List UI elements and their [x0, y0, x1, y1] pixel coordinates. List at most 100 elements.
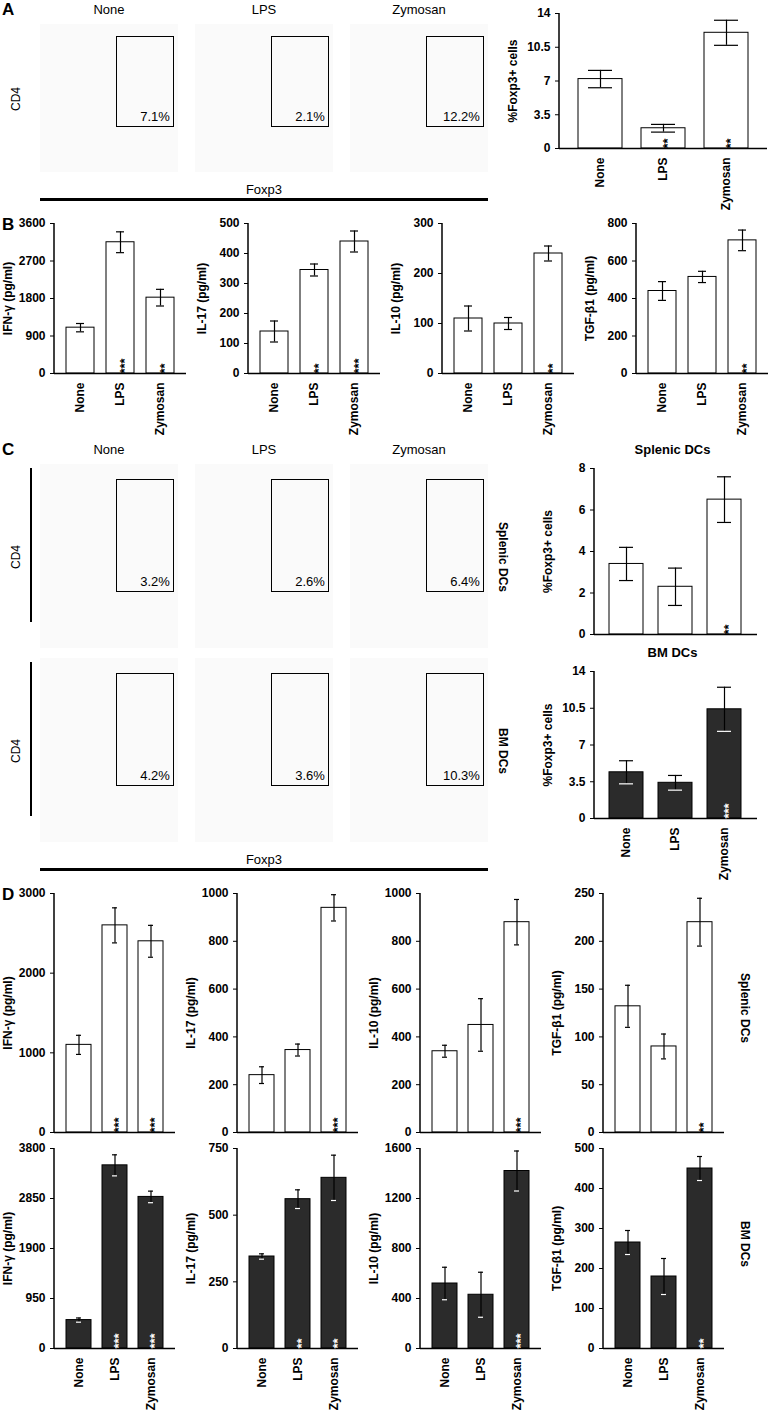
svg-text:IL-10 (pg/ml): IL-10 (pg/ml)	[367, 977, 381, 1048]
svg-text:**: **	[330, 1337, 345, 1348]
svg-text:7: 7	[579, 738, 586, 752]
svg-text:0: 0	[621, 366, 628, 380]
svg-text:***: ***	[513, 1332, 528, 1348]
svg-text:100: 100	[574, 1030, 594, 1044]
svg-text:Zymosan: Zymosan	[347, 383, 361, 436]
svg-text:**: **	[311, 362, 326, 373]
svg-text:2000: 2000	[19, 966, 46, 980]
svg-text:900: 900	[25, 329, 45, 343]
svg-text:400: 400	[391, 1030, 411, 1044]
svg-text:600: 600	[607, 254, 627, 268]
svg-text:200: 200	[208, 1078, 228, 1092]
svg-text:LPS: LPS	[668, 828, 682, 851]
svg-text:400: 400	[219, 246, 239, 260]
svg-text:IL-10 (pg/ml): IL-10 (pg/ml)	[389, 263, 403, 334]
svg-text:300: 300	[413, 216, 433, 230]
svg-text:100: 100	[413, 316, 433, 330]
svg-text:2850: 2850	[19, 1191, 46, 1205]
svg-text:Zymosan: Zymosan	[541, 383, 555, 436]
svg-text:150: 150	[574, 982, 594, 996]
svg-text:**: **	[721, 623, 736, 634]
svg-text:200: 200	[391, 1078, 411, 1092]
svg-text:400: 400	[208, 1030, 228, 1044]
svg-text:0: 0	[222, 1341, 229, 1355]
svg-text:**: **	[545, 362, 560, 373]
svg-text:0: 0	[39, 1125, 46, 1139]
svg-text:0: 0	[588, 1125, 595, 1139]
svg-text:***: ***	[147, 1332, 162, 1348]
svg-text:750: 750	[208, 1141, 228, 1155]
svg-text:IL-17 (pg/ml): IL-17 (pg/ml)	[184, 977, 198, 1048]
svg-text:1000: 1000	[202, 886, 229, 900]
svg-text:Zymosan: Zymosan	[510, 1358, 524, 1411]
svg-text:0: 0	[427, 366, 434, 380]
svg-text:Zymosan: Zymosan	[327, 1358, 341, 1411]
svg-text:0: 0	[405, 1125, 412, 1139]
svg-text:IL-10 (pg/ml): IL-10 (pg/ml)	[367, 1213, 381, 1284]
svg-text:LPS: LPS	[501, 383, 515, 406]
svg-text:0: 0	[39, 366, 46, 380]
svg-text:2700: 2700	[19, 254, 46, 268]
svg-text:300: 300	[219, 276, 239, 290]
svg-text:LPS: LPS	[307, 383, 321, 406]
svg-text:***: ***	[111, 1116, 126, 1132]
svg-text:800: 800	[391, 934, 411, 948]
svg-text:None: None	[619, 827, 633, 857]
svg-text:%Foxp3+ cells: %Foxp3+ cells	[506, 39, 520, 122]
svg-text:LPS: LPS	[474, 1358, 488, 1381]
svg-text:***: ***	[721, 802, 736, 818]
svg-text:***: ***	[147, 1116, 162, 1132]
svg-text:0: 0	[405, 1341, 412, 1355]
svg-text:Zymosan: Zymosan	[693, 1358, 707, 1411]
svg-text:1200: 1200	[385, 1191, 412, 1205]
svg-text:***: ***	[330, 1116, 345, 1132]
svg-text:400: 400	[391, 1291, 411, 1305]
svg-text:1600: 1600	[385, 1141, 412, 1155]
svg-text:0: 0	[222, 1125, 229, 1139]
svg-text:Zymosan: Zymosan	[717, 828, 731, 881]
svg-text:**: **	[157, 362, 172, 373]
svg-text:IL-17 (pg/ml): IL-17 (pg/ml)	[195, 263, 209, 334]
svg-text:Zymosan: Zymosan	[719, 158, 733, 211]
svg-text:None: None	[621, 1357, 635, 1387]
svg-text:IFN-γ (pg/ml): IFN-γ (pg/ml)	[1, 976, 15, 1049]
svg-text:LPS: LPS	[695, 383, 709, 406]
svg-text:200: 200	[219, 306, 239, 320]
svg-text:100: 100	[219, 336, 239, 350]
svg-text:Zymosan: Zymosan	[144, 1358, 158, 1411]
svg-text:LPS: LPS	[108, 1358, 122, 1381]
svg-text:LPS: LPS	[291, 1358, 305, 1381]
svg-text:300: 300	[574, 1221, 594, 1235]
svg-text:10.5: 10.5	[562, 701, 586, 715]
svg-text:None: None	[267, 382, 281, 412]
svg-text:600: 600	[391, 982, 411, 996]
svg-text:%Foxp3+ cells: %Foxp3+ cells	[541, 703, 555, 786]
svg-text:***: ***	[351, 357, 366, 373]
svg-text:800: 800	[391, 1241, 411, 1255]
svg-text:LPS: LPS	[656, 158, 670, 181]
svg-text:0: 0	[579, 811, 586, 825]
svg-text:3600: 3600	[19, 216, 46, 230]
svg-text:**: **	[660, 137, 675, 148]
svg-text:Zymosan: Zymosan	[153, 383, 167, 436]
svg-text:0: 0	[233, 366, 240, 380]
svg-text:%Foxp3+ cells: %Foxp3+ cells	[541, 510, 555, 593]
svg-text:Zymosan: Zymosan	[735, 383, 749, 436]
svg-text:250: 250	[208, 1275, 228, 1289]
svg-text:7: 7	[544, 74, 551, 88]
svg-text:200: 200	[413, 266, 433, 280]
svg-text:10.5: 10.5	[527, 40, 551, 54]
svg-text:**: **	[696, 1337, 711, 1348]
svg-text:50: 50	[581, 1078, 595, 1092]
svg-text:600: 600	[208, 982, 228, 996]
svg-text:8: 8	[579, 461, 586, 475]
svg-text:None: None	[461, 382, 475, 412]
svg-text:800: 800	[208, 934, 228, 948]
svg-text:6: 6	[579, 503, 586, 517]
svg-text:TGF-β1 (pg/ml): TGF-β1 (pg/ml)	[550, 970, 564, 1055]
svg-text:TGF-β1 (pg/ml): TGF-β1 (pg/ml)	[583, 256, 597, 341]
svg-text:14: 14	[537, 6, 551, 20]
svg-text:2: 2	[579, 586, 586, 600]
svg-text:None: None	[72, 1357, 86, 1387]
svg-text:LPS: LPS	[657, 1358, 671, 1381]
